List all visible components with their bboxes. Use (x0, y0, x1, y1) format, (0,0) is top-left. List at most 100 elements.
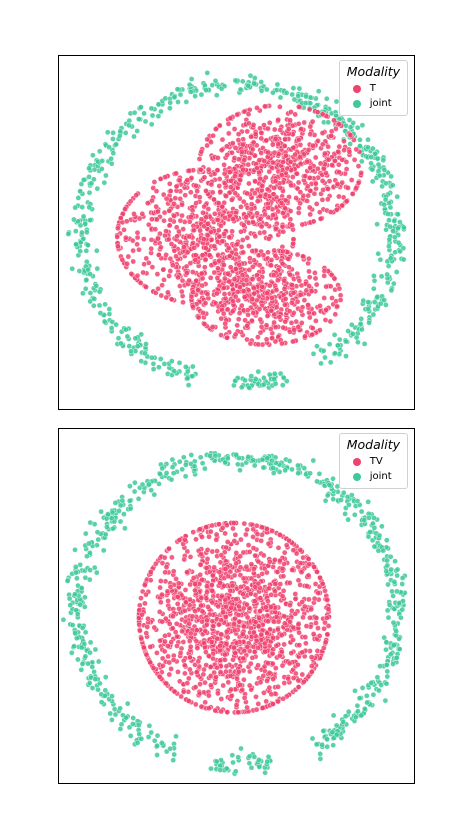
data-point (94, 529, 101, 535)
data-point (312, 275, 319, 282)
data-point (278, 200, 285, 206)
data-point (187, 654, 193, 661)
data-point (87, 639, 94, 646)
data-point (134, 272, 141, 279)
data-point (187, 666, 193, 673)
data-point (325, 156, 332, 163)
data-point (265, 149, 271, 156)
data-point (297, 160, 304, 167)
data-point (96, 288, 103, 295)
data-point (270, 634, 276, 641)
data-point (240, 249, 247, 256)
data-point (256, 306, 263, 312)
data-point (248, 134, 254, 140)
data-point (253, 637, 260, 644)
data-point (253, 693, 259, 700)
data-point (208, 639, 215, 645)
data-point (392, 558, 398, 564)
legend-marker-icon (352, 472, 361, 481)
data-point (280, 587, 287, 594)
data-point (327, 318, 334, 325)
data-point (225, 245, 232, 251)
data-point (93, 283, 100, 289)
data-point (162, 569, 168, 576)
data-point (265, 618, 271, 625)
data-point (240, 222, 247, 228)
data-point (167, 188, 174, 194)
data-point (161, 276, 167, 283)
data-point (281, 549, 288, 556)
data-point (106, 306, 113, 312)
data-point (218, 708, 224, 715)
data-point (108, 160, 115, 167)
data-point (261, 122, 267, 128)
data-point (176, 605, 182, 612)
data-point (197, 681, 203, 687)
data-point (113, 321, 119, 328)
data-point (183, 364, 189, 370)
data-point (209, 587, 216, 594)
data-point (237, 86, 244, 93)
data-point (126, 498, 133, 504)
data-point (106, 144, 112, 150)
data-point (394, 193, 401, 200)
data-point (226, 253, 233, 259)
data-point (323, 615, 330, 621)
data-point (319, 741, 325, 748)
data-point (175, 274, 181, 281)
data-point (75, 195, 82, 201)
data-point (240, 623, 247, 630)
data-point (218, 631, 224, 638)
data-point (221, 162, 227, 168)
data-point (91, 668, 97, 675)
data-point (264, 612, 271, 619)
data-point (279, 662, 286, 669)
data-point (269, 159, 276, 166)
data-point (329, 729, 336, 736)
data-point (333, 722, 340, 729)
data-point (279, 593, 286, 599)
data-point (90, 152, 96, 158)
data-point (219, 136, 226, 143)
data-point (197, 454, 204, 461)
data-point (353, 185, 360, 191)
data-point (296, 205, 302, 211)
data-point (82, 629, 89, 636)
data-point (197, 526, 203, 532)
data-point (142, 582, 148, 588)
data-point (65, 231, 72, 237)
data-point (314, 478, 320, 485)
data-point (377, 663, 383, 669)
data-point (151, 179, 158, 185)
data-point (271, 376, 277, 382)
data-point (294, 251, 301, 258)
data-point (307, 614, 313, 621)
data-point (299, 221, 306, 228)
data-point (383, 568, 390, 575)
data-point (296, 85, 303, 92)
data-point (245, 453, 251, 460)
data-point (115, 243, 121, 249)
data-point (353, 334, 360, 341)
data-point (199, 460, 206, 467)
data-point (241, 294, 248, 300)
data-point (201, 264, 208, 270)
data-point (152, 226, 159, 232)
data-point (208, 582, 215, 588)
data-point (198, 91, 205, 98)
data-point (219, 238, 225, 244)
data-point (194, 188, 200, 194)
data-point (259, 456, 266, 463)
data-point (258, 323, 265, 330)
data-point (123, 218, 130, 225)
data-point (138, 595, 144, 601)
data-point (134, 343, 141, 350)
data-point (244, 526, 250, 533)
data-point (365, 299, 371, 305)
data-point (290, 547, 297, 553)
data-point (249, 263, 256, 270)
data-point (87, 217, 93, 223)
data-point (302, 634, 309, 640)
data-point (252, 178, 258, 185)
data-point (110, 525, 116, 532)
